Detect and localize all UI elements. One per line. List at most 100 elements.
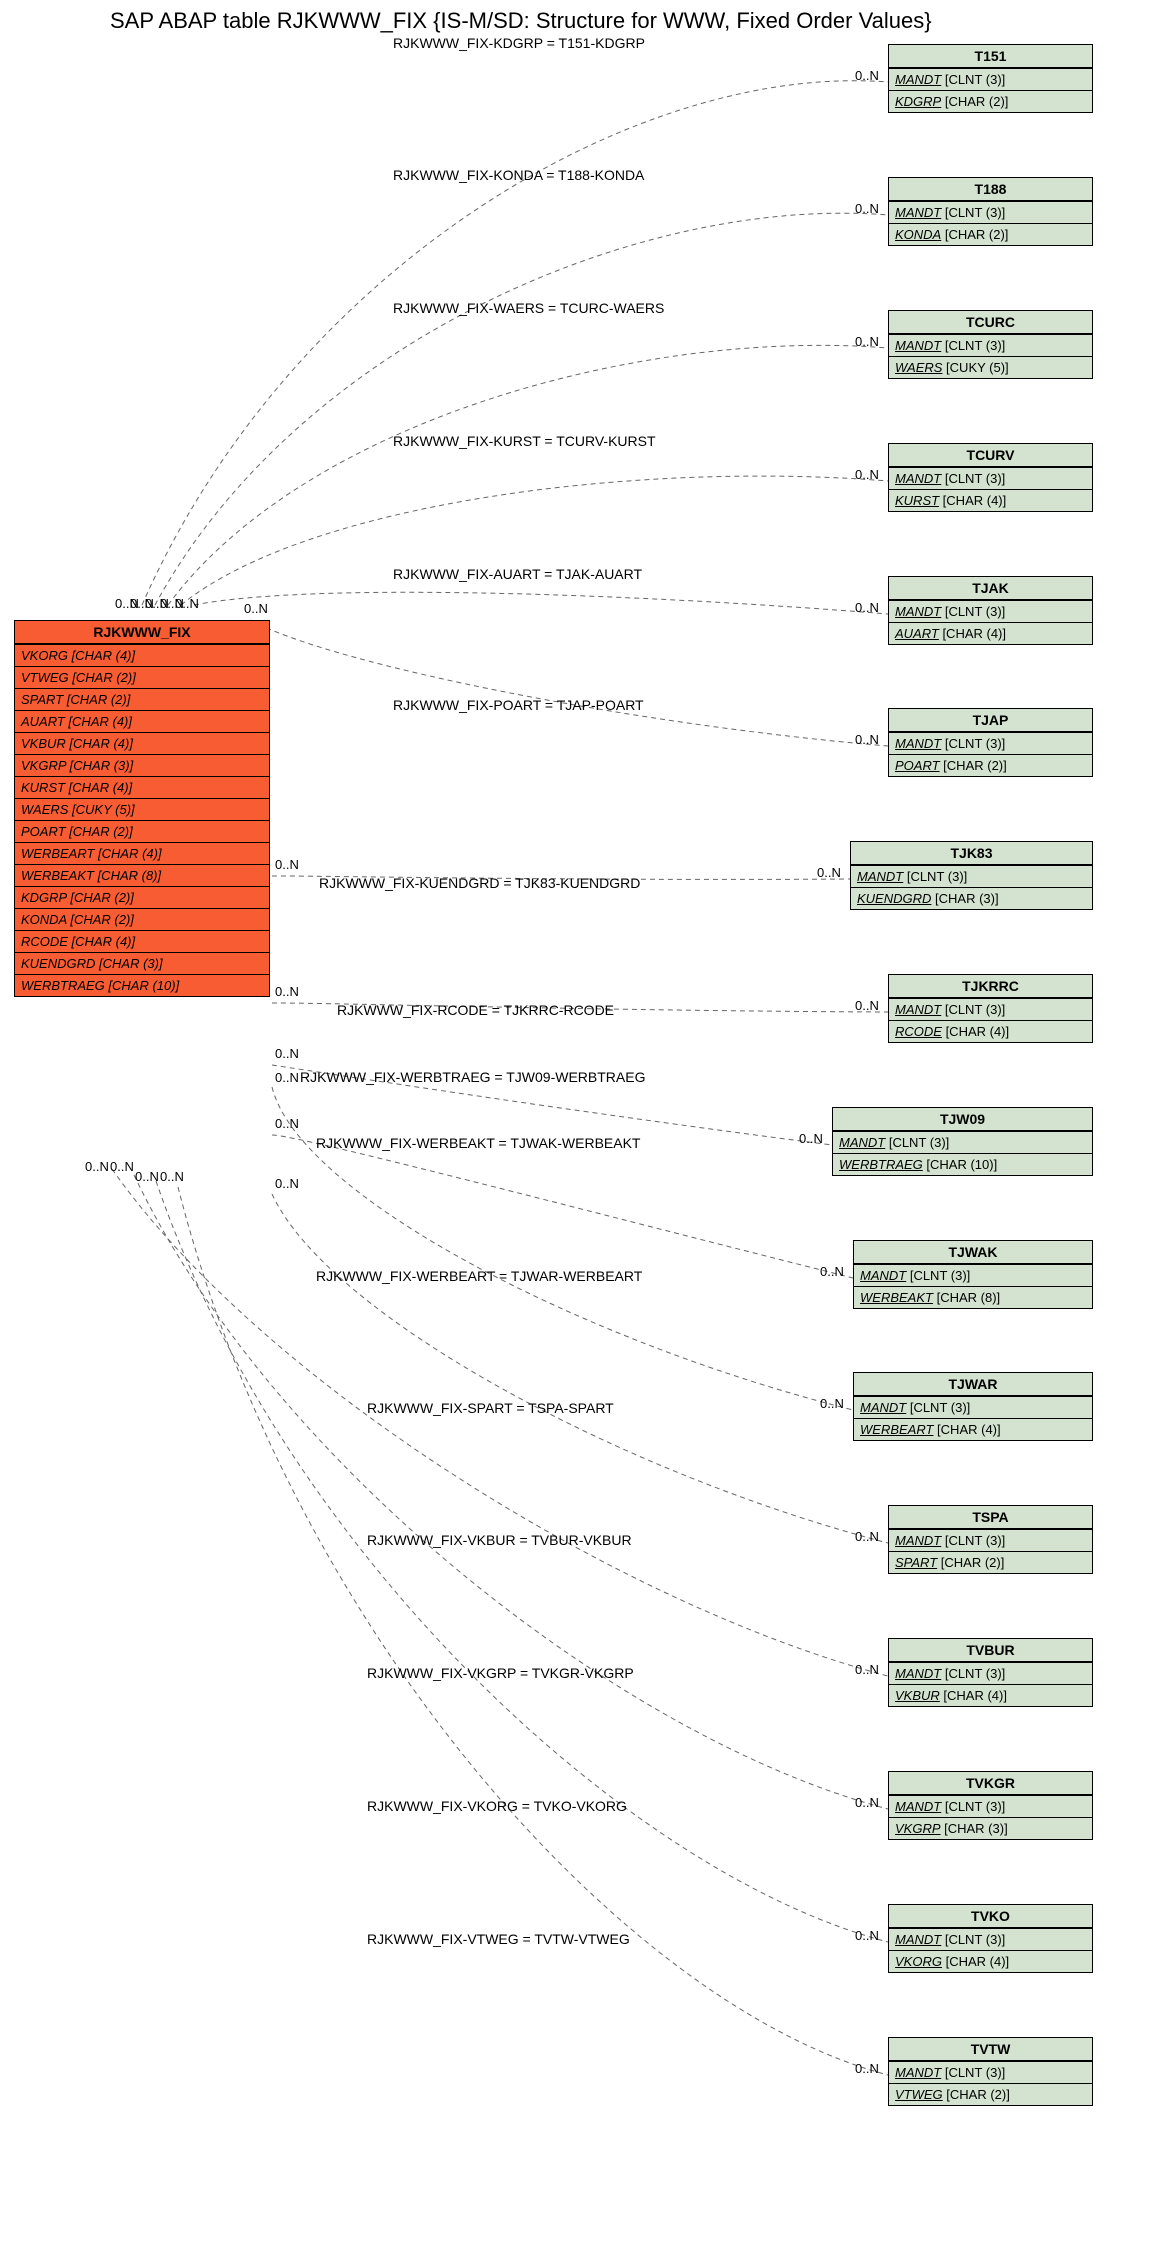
edge-label: RJKWWW_FIX-VKGRP = TVKGR-VKGRP xyxy=(367,1665,634,1681)
edge-label: RJKWWW_FIX-WERBEAKT = TJWAK-WERBEAKT xyxy=(316,1135,640,1151)
cardinality-src: 0..N xyxy=(275,857,299,872)
ref-table-field: VKGRP [CHAR (3)] xyxy=(889,1817,1092,1839)
main-table-field: VKORG [CHAR (4)] xyxy=(15,644,269,666)
ref-table-header: TCURV xyxy=(889,444,1092,467)
ref-table-header: TJKRRC xyxy=(889,975,1092,998)
ref-table-header: TJAK xyxy=(889,577,1092,600)
main-table-field: VKGRP [CHAR (3)] xyxy=(15,754,269,776)
cardinality-dst: 0..N xyxy=(855,1795,879,1810)
cardinality-src: 0..N xyxy=(85,1159,109,1174)
ref-table-tvbur: TVBURMANDT [CLNT (3)]VKBUR [CHAR (4)] xyxy=(888,1638,1093,1707)
cardinality-src: 0..N xyxy=(275,1046,299,1061)
ref-table-t151: T151MANDT [CLNT (3)]KDGRP [CHAR (2)] xyxy=(888,44,1093,113)
ref-table-header: TVKO xyxy=(889,1905,1092,1928)
ref-table-field: MANDT [CLNT (3)] xyxy=(889,334,1092,356)
cardinality-dst: 0..N xyxy=(820,1264,844,1279)
ref-table-tcurc: TCURCMANDT [CLNT (3)]WAERS [CUKY (5)] xyxy=(888,310,1093,379)
ref-table-header: TVKGR xyxy=(889,1772,1092,1795)
main-table-field: WERBEAKT [CHAR (8)] xyxy=(15,864,269,886)
ref-table-tvkgr: TVKGRMANDT [CLNT (3)]VKGRP [CHAR (3)] xyxy=(888,1771,1093,1840)
ref-table-field: VKBUR [CHAR (4)] xyxy=(889,1684,1092,1706)
cardinality-dst: 0..N xyxy=(817,865,841,880)
cardinality-src: 0..N xyxy=(160,1169,184,1184)
ref-table-field: MANDT [CLNT (3)] xyxy=(889,467,1092,489)
ref-table-field: WERBEAKT [CHAR (8)] xyxy=(854,1286,1092,1308)
diagram-title: SAP ABAP table RJKWWW_FIX {IS-M/SD: Stru… xyxy=(110,8,932,34)
cardinality-dst: 0..N xyxy=(855,732,879,747)
ref-table-field: SPART [CHAR (2)] xyxy=(889,1551,1092,1573)
ref-table-header: T151 xyxy=(889,45,1092,68)
ref-table-field: MANDT [CLNT (3)] xyxy=(889,68,1092,90)
cardinality-dst: 0..N xyxy=(855,2061,879,2076)
cardinality-dst: 0..N xyxy=(855,1529,879,1544)
cardinality-dst: 0..N xyxy=(855,467,879,482)
edge-label: RJKWWW_FIX-WERBEART = TJWAR-WERBEART xyxy=(316,1268,642,1284)
ref-table-tjkrrc: TJKRRCMANDT [CLNT (3)]RCODE [CHAR (4)] xyxy=(888,974,1093,1043)
main-table-field: SPART [CHAR (2)] xyxy=(15,688,269,710)
cardinality-src: 0..N xyxy=(275,1116,299,1131)
edge-label: RJKWWW_FIX-POART = TJAP-POART xyxy=(393,697,644,713)
ref-table-field: POART [CHAR (2)] xyxy=(889,754,1092,776)
edge-label: RJKWWW_FIX-WAERS = TCURC-WAERS xyxy=(393,300,664,316)
cardinality-src: 0..N xyxy=(175,596,199,611)
ref-table-tspa: TSPAMANDT [CLNT (3)]SPART [CHAR (2)] xyxy=(888,1505,1093,1574)
ref-table-field: KURST [CHAR (4)] xyxy=(889,489,1092,511)
ref-table-header: TJK83 xyxy=(851,842,1092,865)
ref-table-header: TCURC xyxy=(889,311,1092,334)
main-table-field: WERBEART [CHAR (4)] xyxy=(15,842,269,864)
ref-table-field: MANDT [CLNT (3)] xyxy=(889,1662,1092,1684)
ref-table-tvtw: TVTWMANDT [CLNT (3)]VTWEG [CHAR (2)] xyxy=(888,2037,1093,2106)
cardinality-src: 0..N xyxy=(110,1159,134,1174)
cardinality-dst: 0..N xyxy=(855,1662,879,1677)
ref-table-header: TVBUR xyxy=(889,1639,1092,1662)
ref-table-t188: T188MANDT [CLNT (3)]KONDA [CHAR (2)] xyxy=(888,177,1093,246)
ref-table-field: MANDT [CLNT (3)] xyxy=(854,1264,1092,1286)
cardinality-src: 0..N xyxy=(275,1070,299,1085)
edge-label: RJKWWW_FIX-RCODE = TJKRRC-RCODE xyxy=(337,1002,614,1018)
ref-table-header: TJAP xyxy=(889,709,1092,732)
ref-table-tjwak: TJWAKMANDT [CLNT (3)]WERBEAKT [CHAR (8)] xyxy=(853,1240,1093,1309)
ref-table-field: VKORG [CHAR (4)] xyxy=(889,1950,1092,1972)
ref-table-tvko: TVKOMANDT [CLNT (3)]VKORG [CHAR (4)] xyxy=(888,1904,1093,1973)
main-table-field: KURST [CHAR (4)] xyxy=(15,776,269,798)
ref-table-field: AUART [CHAR (4)] xyxy=(889,622,1092,644)
ref-table-field: KDGRP [CHAR (2)] xyxy=(889,90,1092,112)
main-table-field: KDGRP [CHAR (2)] xyxy=(15,886,269,908)
cardinality-src: 0..N xyxy=(275,1176,299,1191)
ref-table-field: KONDA [CHAR (2)] xyxy=(889,223,1092,245)
cardinality-src: 0..N xyxy=(244,601,268,616)
edge-label: RJKWWW_FIX-AUART = TJAK-AUART xyxy=(393,566,642,582)
edge-label: RJKWWW_FIX-KUENDGRD = TJK83-KUENDGRD xyxy=(319,875,640,891)
ref-table-field: MANDT [CLNT (3)] xyxy=(889,2061,1092,2083)
ref-table-header: TVTW xyxy=(889,2038,1092,2061)
main-table-field: VKBUR [CHAR (4)] xyxy=(15,732,269,754)
cardinality-dst: 0..N xyxy=(855,68,879,83)
ref-table-header: TJWAR xyxy=(854,1373,1092,1396)
cardinality-dst: 0..N xyxy=(855,201,879,216)
ref-table-field: MANDT [CLNT (3)] xyxy=(889,1928,1092,1950)
cardinality-src: 0..N xyxy=(275,984,299,999)
main-table-header: RJKWWW_FIX xyxy=(15,621,269,644)
main-table-field: VTWEG [CHAR (2)] xyxy=(15,666,269,688)
main-table-field: RCODE [CHAR (4)] xyxy=(15,930,269,952)
cardinality-dst: 0..N xyxy=(855,998,879,1013)
ref-table-field: MANDT [CLNT (3)] xyxy=(889,998,1092,1020)
edge-label: RJKWWW_FIX-KONDA = T188-KONDA xyxy=(393,167,644,183)
main-table-field: KUENDGRD [CHAR (3)] xyxy=(15,952,269,974)
ref-table-field: WERBTRAEG [CHAR (10)] xyxy=(833,1153,1092,1175)
ref-table-header: TJWAK xyxy=(854,1241,1092,1264)
ref-table-tcurv: TCURVMANDT [CLNT (3)]KURST [CHAR (4)] xyxy=(888,443,1093,512)
ref-table-field: RCODE [CHAR (4)] xyxy=(889,1020,1092,1042)
ref-table-tjw09: TJW09MANDT [CLNT (3)]WERBTRAEG [CHAR (10… xyxy=(832,1107,1093,1176)
ref-table-header: TSPA xyxy=(889,1506,1092,1529)
cardinality-src: 0..N xyxy=(135,1169,159,1184)
ref-table-field: MANDT [CLNT (3)] xyxy=(889,1529,1092,1551)
cardinality-dst: 0..N xyxy=(855,600,879,615)
ref-table-field: MANDT [CLNT (3)] xyxy=(851,865,1092,887)
ref-table-tjk83: TJK83MANDT [CLNT (3)]KUENDGRD [CHAR (3)] xyxy=(850,841,1093,910)
ref-table-field: MANDT [CLNT (3)] xyxy=(889,201,1092,223)
edge-label: RJKWWW_FIX-KURST = TCURV-KURST xyxy=(393,433,656,449)
main-table: RJKWWW_FIX VKORG [CHAR (4)]VTWEG [CHAR (… xyxy=(14,620,270,997)
ref-table-header: T188 xyxy=(889,178,1092,201)
edge-label: RJKWWW_FIX-VKBUR = TVBUR-VKBUR xyxy=(367,1532,632,1548)
